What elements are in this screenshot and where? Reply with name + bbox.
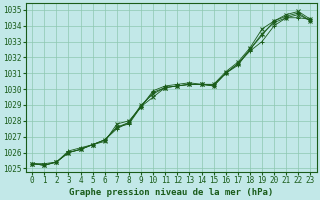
X-axis label: Graphe pression niveau de la mer (hPa): Graphe pression niveau de la mer (hPa) <box>69 188 274 197</box>
